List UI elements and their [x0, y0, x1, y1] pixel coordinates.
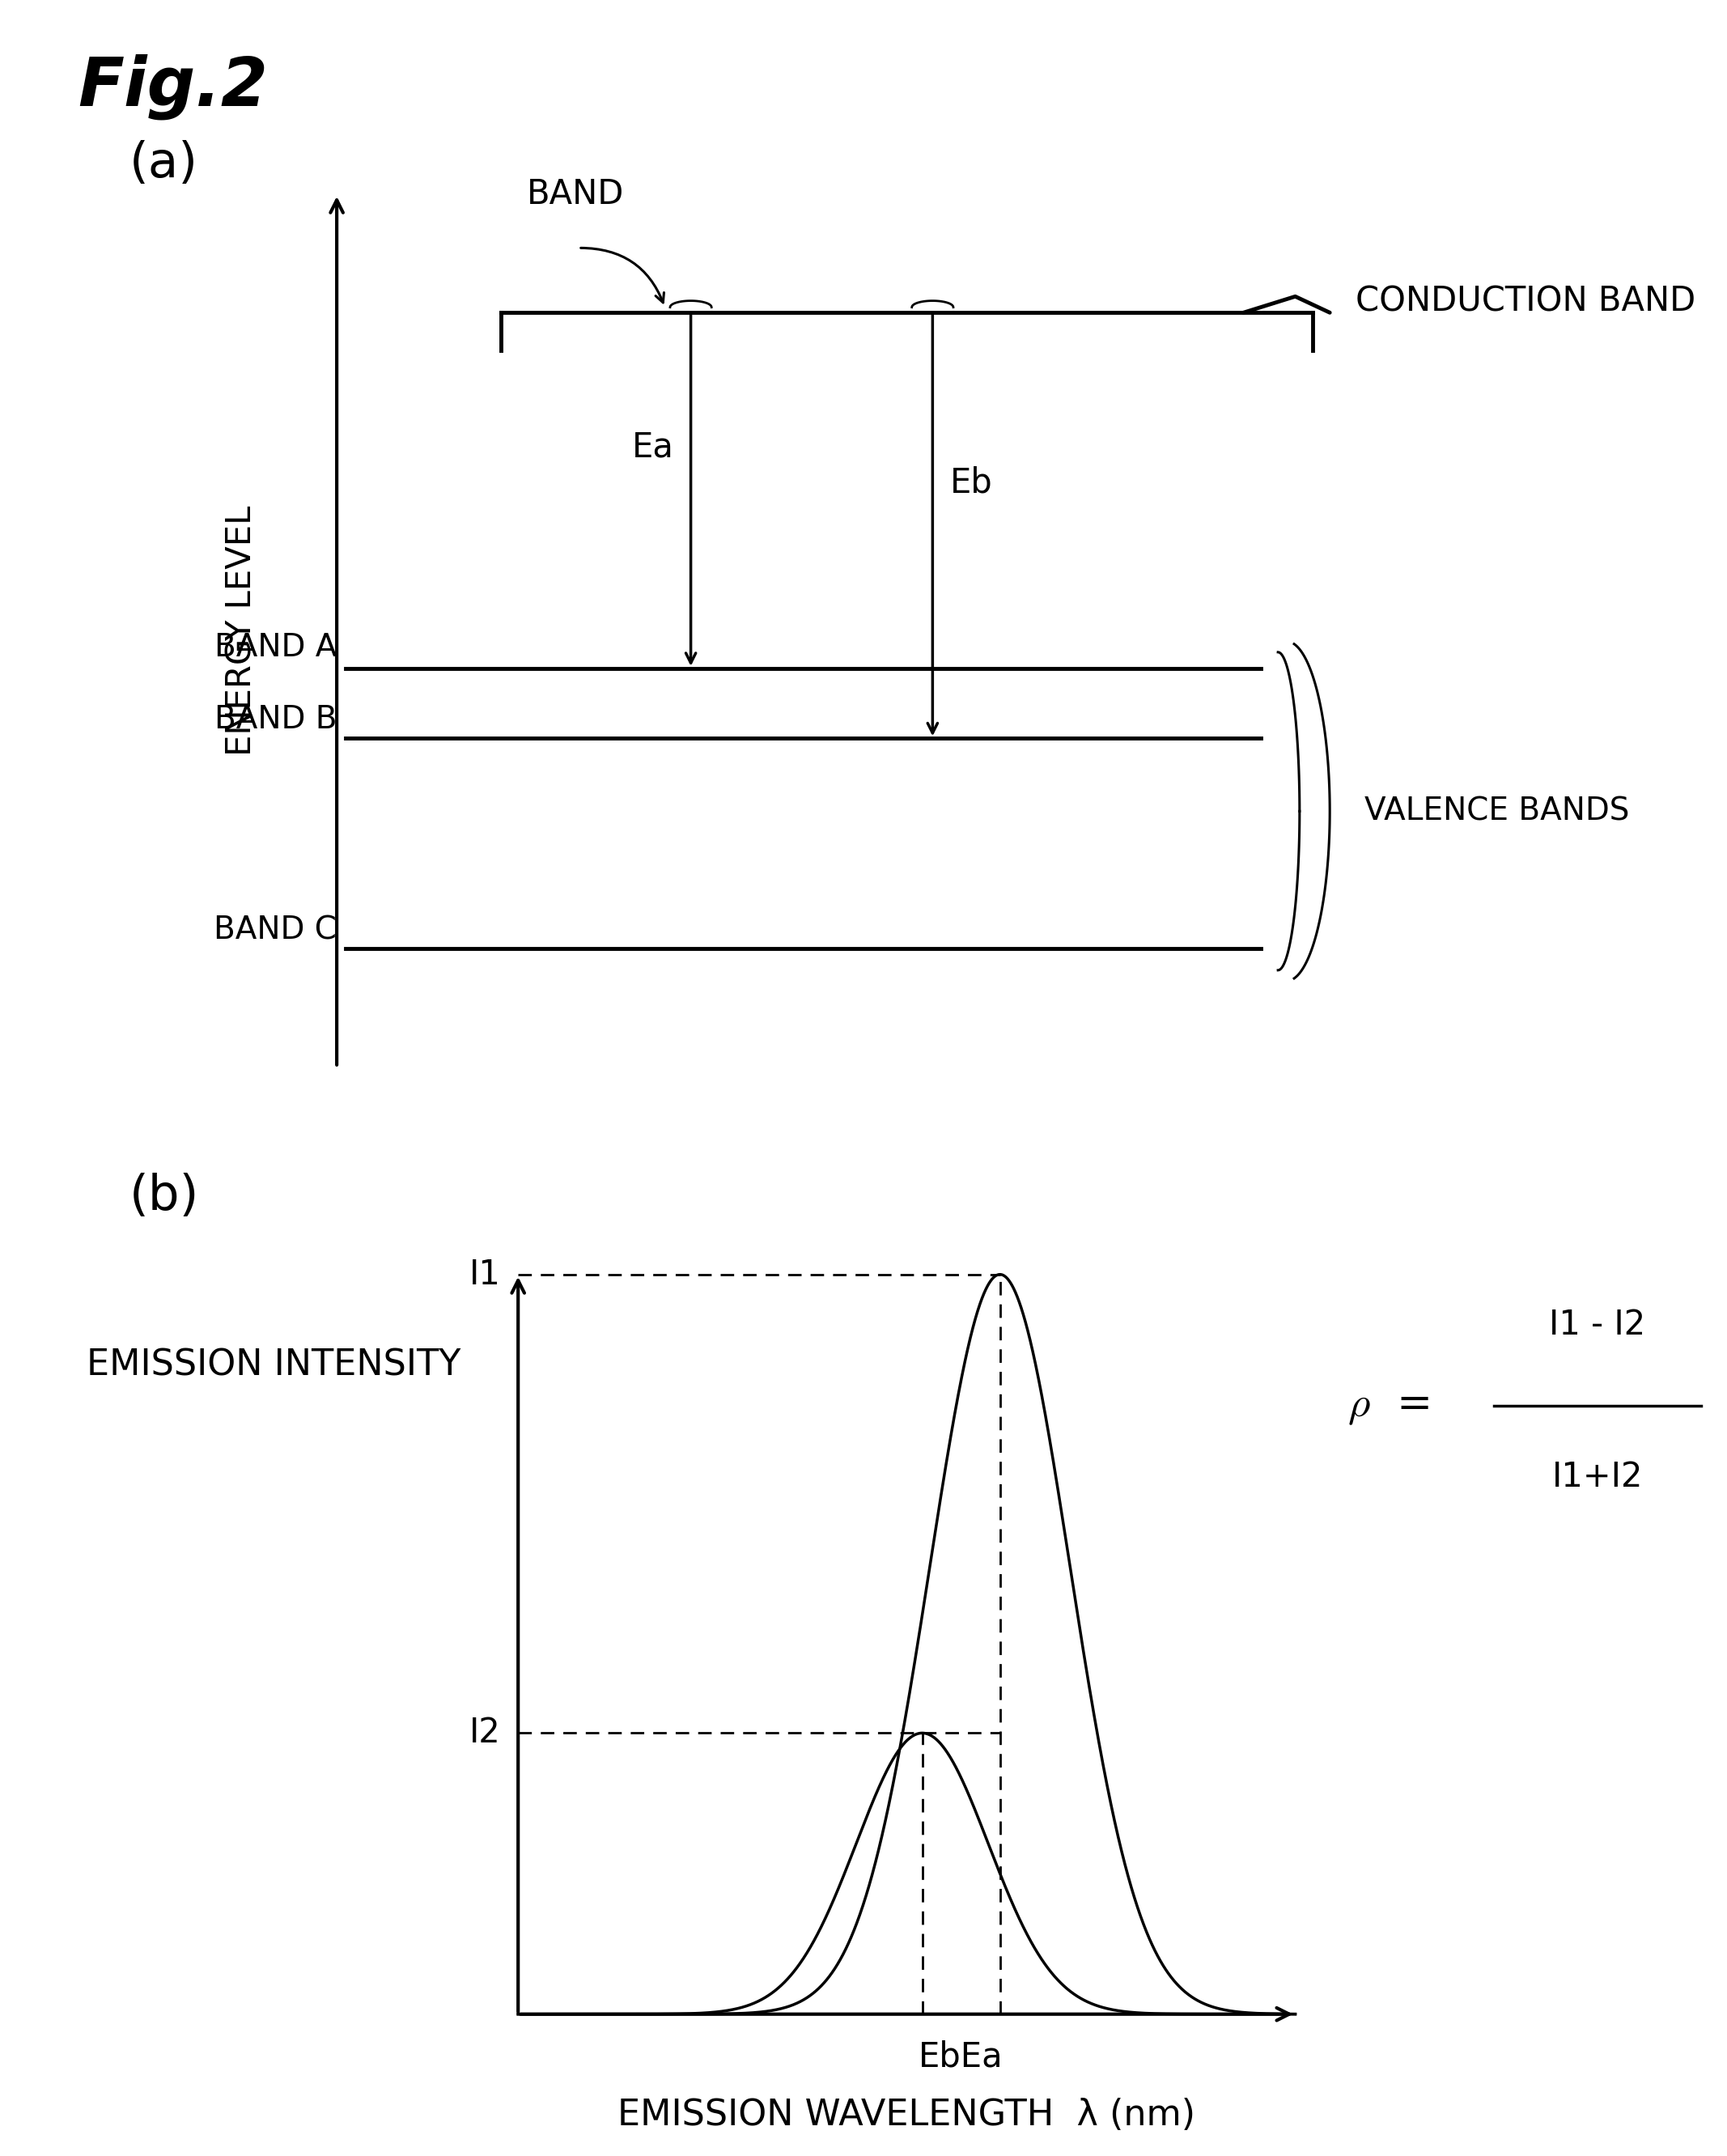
- Text: I1 - I2: I1 - I2: [1549, 1309, 1646, 1341]
- Text: I2: I2: [470, 1716, 501, 1751]
- Text: VALENCE BANDS: VALENCE BANDS: [1364, 796, 1629, 826]
- Text: Fig.2: Fig.2: [78, 54, 268, 121]
- Text: BAND A: BAND A: [214, 632, 337, 664]
- Text: BAND B: BAND B: [214, 705, 337, 735]
- Text: I1+I2: I1+I2: [1553, 1460, 1642, 1494]
- Text: (a): (a): [130, 140, 199, 188]
- Text: CONDUCTION BAND: CONDUCTION BAND: [1356, 285, 1696, 319]
- Text: ENERGY LEVEL: ENERGY LEVEL: [225, 505, 259, 757]
- Text: Eb: Eb: [950, 466, 993, 500]
- Text: I1: I1: [470, 1257, 501, 1291]
- Text: EMISSION WAVELENGTH  λ (nm): EMISSION WAVELENGTH λ (nm): [618, 2098, 1195, 2132]
- Text: BAND: BAND: [527, 177, 623, 211]
- Text: EbEa: EbEa: [919, 2040, 1003, 2074]
- Text: Ea: Ea: [632, 431, 674, 464]
- Text: BAND C: BAND C: [214, 914, 337, 944]
- Text: $\rho$  =: $\rho$ =: [1347, 1384, 1430, 1427]
- Text: EMISSION INTENSITY: EMISSION INTENSITY: [86, 1348, 461, 1382]
- Text: (b): (b): [130, 1173, 199, 1220]
